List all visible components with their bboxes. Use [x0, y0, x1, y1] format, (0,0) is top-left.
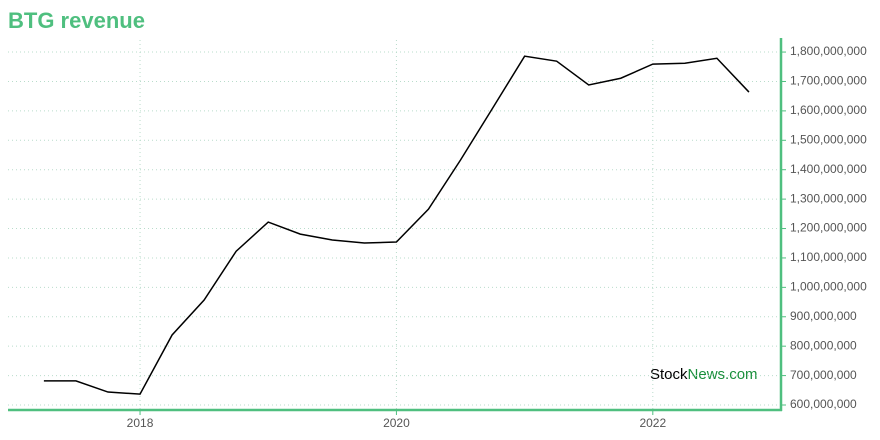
y-tick-label: 1,300,000,000 [790, 191, 867, 205]
y-tick-label: 1,200,000,000 [790, 221, 867, 235]
line [43, 55, 750, 395]
watermark-part: Stock [650, 366, 688, 383]
y-tick-label: 1,400,000,000 [790, 162, 867, 176]
y-tick-label: 1,100,000,000 [790, 250, 867, 264]
y-tick-label: 1,500,000,000 [790, 132, 867, 146]
watermark-part: News.com [688, 366, 758, 383]
y-tick-label: 700,000,000 [790, 368, 857, 382]
x-tick-label: 2018 [127, 416, 154, 430]
x-tick-label: 2020 [383, 416, 410, 430]
y-tick-label: 900,000,000 [790, 309, 857, 323]
y-tick-label: 800,000,000 [790, 338, 857, 352]
y-tick-label: 1,800,000,000 [790, 44, 867, 58]
x-tick-label: 2022 [639, 416, 666, 430]
chart-title: BTG revenue [8, 8, 145, 33]
watermark: StockNews.com [650, 366, 758, 383]
y-tick-label: 1,600,000,000 [790, 103, 867, 117]
y-tick-label: 1,700,000,000 [790, 74, 867, 88]
y-tick-label: 1,000,000,000 [790, 280, 867, 294]
y-tick-label: 600,000,000 [790, 397, 857, 411]
